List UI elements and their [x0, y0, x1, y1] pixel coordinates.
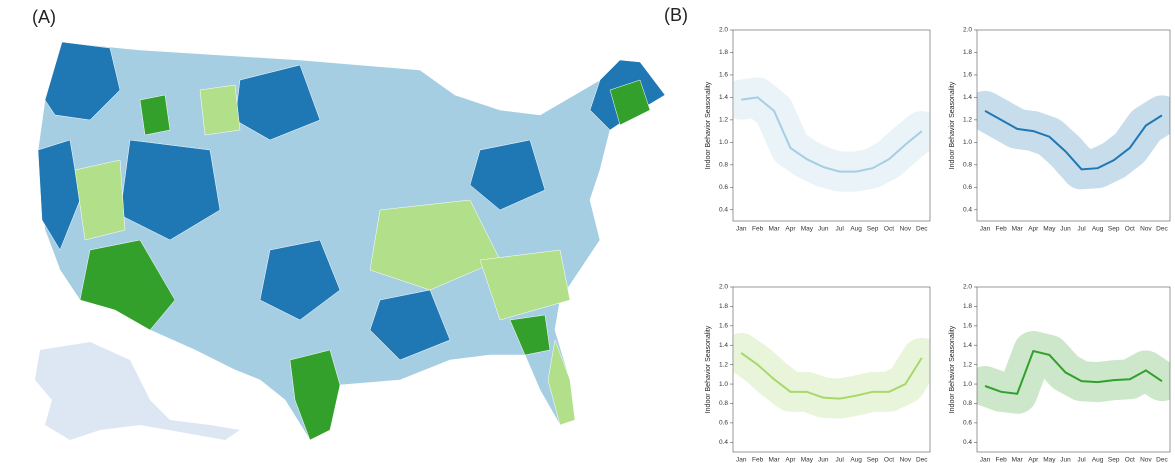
- x-tick-label: May: [1043, 226, 1056, 233]
- x-tick-label: Jan: [736, 226, 747, 233]
- x-tick-label: Sep: [1108, 226, 1120, 233]
- y-tick-label: 0.4: [719, 206, 728, 213]
- x-tick-label: Aug: [850, 457, 862, 463]
- y-tick-label: 2.0: [719, 27, 728, 34]
- spread-band: [741, 97, 922, 171]
- y-tick-label: 1.8: [963, 49, 972, 56]
- y-tick-label: 0.4: [719, 439, 728, 446]
- y-tick-label: 1.2: [719, 117, 728, 124]
- x-tick-label: Jun: [818, 226, 829, 233]
- x-tick-label: Aug: [1092, 457, 1104, 463]
- x-tick-label: Sep: [1108, 457, 1120, 463]
- x-tick-label: Feb: [996, 226, 1008, 233]
- spread-band: [985, 351, 1162, 394]
- x-tick-label: Dec: [916, 226, 928, 233]
- x-tick-label: Nov: [900, 457, 912, 463]
- x-tick-label: Dec: [1156, 457, 1168, 463]
- x-tick-label: Apr: [1028, 457, 1039, 463]
- y-tick-label: 0.6: [963, 420, 972, 427]
- x-tick-label: Jun: [818, 457, 829, 463]
- y-tick-label: 1.6: [719, 72, 728, 79]
- x-tick-label: May: [801, 226, 814, 233]
- y-axis-label: Indoor Behavior Seasonality: [705, 81, 712, 169]
- x-tick-label: Jul: [1077, 226, 1086, 233]
- x-tick-label: Dec: [916, 457, 928, 463]
- y-tick-label: 1.6: [719, 323, 728, 330]
- x-tick-label: Jun: [1060, 457, 1071, 463]
- y-tick-label: 1.4: [719, 342, 728, 349]
- y-tick-label: 1.4: [719, 94, 728, 101]
- x-tick-label: Jan: [736, 457, 747, 463]
- x-tick-label: Aug: [1092, 226, 1104, 233]
- y-tick-label: 1.6: [963, 72, 972, 79]
- x-tick-label: Sep: [867, 226, 879, 233]
- x-tick-label: Apr: [1028, 226, 1039, 233]
- x-tick-label: Apr: [785, 457, 796, 463]
- x-tick-label: Sep: [867, 457, 879, 463]
- y-tick-label: 1.8: [963, 303, 972, 310]
- region: [140, 95, 170, 135]
- y-tick-label: 0.4: [963, 439, 972, 446]
- y-tick-label: 0.8: [719, 162, 728, 169]
- spread-band: [741, 353, 922, 399]
- us-map: [35, 42, 665, 440]
- y-tick-label: 2.0: [719, 284, 728, 291]
- y-tick-label: 1.6: [963, 323, 972, 330]
- x-tick-label: Jun: [1060, 226, 1071, 233]
- x-tick-label: Dec: [1156, 226, 1168, 233]
- x-tick-label: Jan: [980, 457, 991, 463]
- y-tick-label: 0.8: [963, 400, 972, 407]
- y-tick-label: 2.0: [963, 27, 972, 34]
- x-tick-label: Mar: [768, 226, 780, 233]
- y-axis-label: Indoor Behavior Seasonality: [705, 325, 712, 413]
- y-tick-label: 1.0: [963, 381, 972, 388]
- figure-canvas: (A) (B) 0.4 0.6 0.8 1.0 1.2 1.4 1.6 1.8 2.0 Indoo…: [0, 0, 1175, 463]
- x-tick-label: Nov: [900, 226, 912, 233]
- x-tick-label: Feb: [752, 457, 764, 463]
- x-tick-label: Oct: [1125, 457, 1135, 463]
- x-tick-label: May: [1043, 457, 1056, 463]
- x-tick-label: Feb: [752, 226, 764, 233]
- y-tick-label: 1.8: [719, 49, 728, 56]
- x-tick-label: Jan: [980, 226, 991, 233]
- x-tick-label: Nov: [1140, 226, 1152, 233]
- x-tick-label: Apr: [785, 226, 796, 233]
- figure: (A) (B) 0.4 0.6 0.8 1.0 1.2 1.4 1.6 1.8 2.0 Indoo…: [0, 0, 1175, 463]
- y-tick-label: 1.0: [719, 139, 728, 146]
- x-tick-label: Oct: [884, 226, 894, 233]
- x-tick-label: Mar: [1012, 226, 1024, 233]
- x-tick-label: Aug: [850, 226, 862, 233]
- region: [200, 85, 240, 135]
- x-tick-label: Feb: [996, 457, 1008, 463]
- y-tick-label: 1.0: [963, 139, 972, 146]
- region: [290, 350, 340, 440]
- x-tick-label: Jul: [836, 457, 845, 463]
- y-tick-label: 1.2: [963, 361, 972, 368]
- y-axis-label: Indoor Behavior Seasonality: [949, 325, 956, 413]
- y-tick-label: 1.0: [719, 381, 728, 388]
- x-tick-label: Mar: [1012, 457, 1024, 463]
- x-tick-label: Jul: [1077, 457, 1086, 463]
- x-tick-label: Oct: [884, 457, 894, 463]
- y-tick-label: 1.4: [963, 342, 972, 349]
- y-axis-label: Indoor Behavior Seasonality: [949, 81, 956, 169]
- x-tick-label: Mar: [768, 457, 780, 463]
- panel-label: (A): [32, 7, 56, 27]
- x-tick-label: Oct: [1125, 226, 1135, 233]
- y-tick-label: 0.8: [719, 400, 728, 407]
- x-tick-label: Jul: [836, 226, 845, 233]
- y-tick-label: 1.2: [963, 117, 972, 124]
- panel-label: (B): [664, 5, 688, 25]
- y-tick-label: 0.6: [963, 184, 972, 191]
- y-tick-label: 0.4: [963, 206, 972, 213]
- y-tick-label: 0.8: [963, 162, 972, 169]
- x-tick-label: May: [801, 457, 814, 463]
- x-tick-label: Nov: [1140, 457, 1152, 463]
- y-tick-label: 1.4: [963, 94, 972, 101]
- y-tick-label: 1.8: [719, 303, 728, 310]
- y-tick-label: 0.6: [719, 420, 728, 427]
- y-tick-label: 2.0: [963, 284, 972, 291]
- y-tick-label: 0.6: [719, 184, 728, 191]
- y-tick-label: 1.2: [719, 361, 728, 368]
